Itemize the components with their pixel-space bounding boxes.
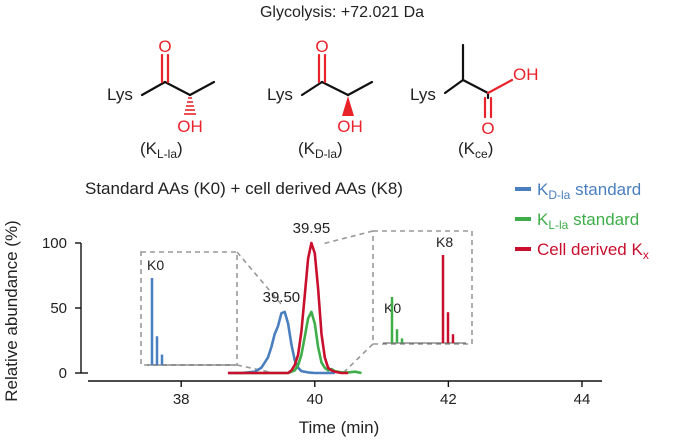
x-tick-label: 40: [306, 391, 323, 408]
y-tick-label: 50: [50, 300, 67, 317]
legend-label-cell-derived: Cell derived Kx: [537, 240, 649, 262]
figure-title: Glycolysis: +72.021 Da: [260, 4, 424, 21]
y-tick-label: 100: [42, 235, 67, 252]
structure-kce: Lys OH O (Kce): [410, 43, 539, 161]
series-line-2: [227, 241, 349, 375]
series-line-1: [234, 310, 362, 375]
inset-right-label-k8: K8: [436, 234, 453, 250]
series-line-0: [227, 310, 335, 375]
structure-kd-la-label: (KD-la): [298, 139, 343, 161]
peak-label: 39.50: [263, 289, 301, 306]
structure-kl-la-o: O: [158, 37, 171, 56]
x-tick-label: 44: [574, 391, 591, 408]
inset-right: K0 K8: [321, 230, 473, 374]
x-tick-label: 42: [440, 391, 457, 408]
x-tick-label: 38: [173, 391, 190, 408]
structure-kce-lys: Lys: [410, 85, 436, 104]
structure-kd-la-lys: Lys: [267, 85, 293, 104]
legend-label-kd-la: KD-la standard: [537, 180, 641, 202]
peak-labels: 39.50 39.95: [263, 220, 331, 306]
structure-kce-label: (Kce): [458, 139, 493, 161]
chart-legend: KD-la standard KL-la standard Cell deriv…: [515, 180, 649, 262]
y-axis-label: Relative abundance (%): [2, 220, 21, 401]
axis-ticks: 38 40 42 44 0 50 100: [42, 235, 590, 408]
peak-label: 39.95: [293, 220, 331, 237]
structure-kd-la-oh: OH: [337, 117, 363, 136]
x-axis-label: Time (min): [299, 418, 380, 437]
structure-kce-oh: OH: [513, 65, 539, 84]
inset-left-label: K0: [147, 257, 164, 273]
legend-label-kl-la: KL-la standard: [537, 210, 639, 232]
structure-kce-o: O: [481, 119, 494, 138]
inset-left: K0: [140, 251, 282, 374]
chart-series: [227, 241, 362, 375]
structure-kl-la-oh: OH: [177, 117, 203, 136]
structure-kd-la-o: O: [315, 37, 328, 56]
structure-kl-la-label: (KL-la): [140, 139, 183, 161]
structure-kd-la: Lys O OH (KD-la): [267, 37, 374, 161]
structure-kl-la: Lys O OH (KL-la): [107, 37, 216, 161]
chart-title: Standard AAs (K0) + cell derived AAs (K8…: [85, 179, 403, 198]
y-tick-label: 0: [59, 365, 67, 382]
structure-kl-la-lys: Lys: [107, 85, 133, 104]
